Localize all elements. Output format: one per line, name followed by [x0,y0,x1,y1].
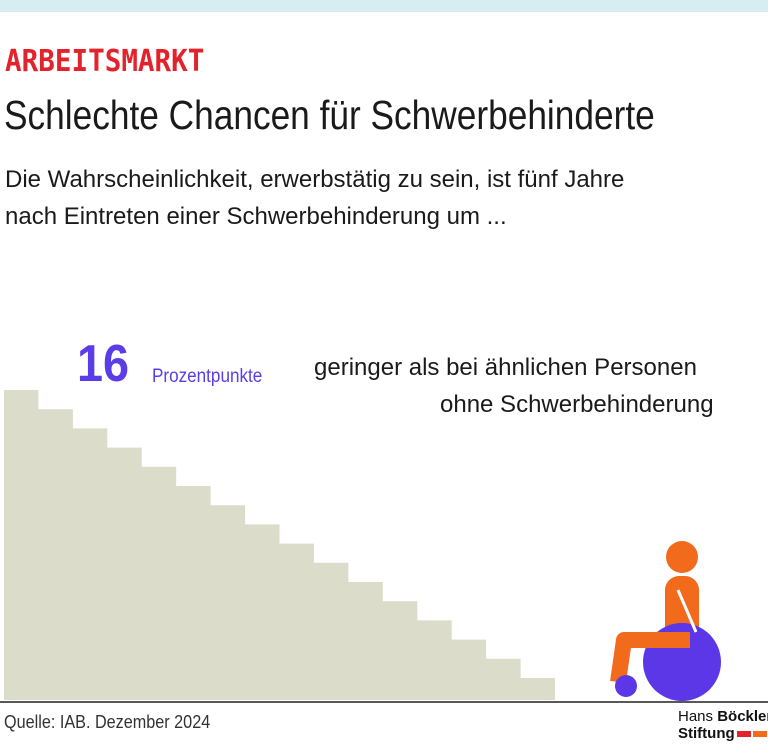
source: Quelle: IAB. Dezember 2024 [4,712,211,732]
leg [610,632,690,684]
logo-text: Hans [678,708,714,725]
small-wheel [615,675,637,697]
title: Schlechte Chancen für Schwerbehinderte [4,92,655,138]
logo: Hans Böckler Stiftung [678,708,768,742]
top-bar [0,0,768,12]
logo-bars [737,731,767,737]
subtitle-line: Die Wahrscheinlichkeit, erwerbstätig zu … [5,166,625,193]
highlight-text: geringer als bei ähnlichen Personen [314,354,697,381]
highlight-unit: Prozentpunkte [152,366,263,387]
logo-text: Stiftung [678,725,735,742]
wheelchair-figure [610,541,721,701]
logo-bar [753,731,767,737]
staircase [4,390,555,700]
highlight-value: 16 [77,335,130,393]
subtitle-line: nach Eintreten einer Schwerbehinderung u… [5,203,507,230]
logo-text: Böckler [717,708,768,725]
highlight-text: ohne Schwerbehinderung [440,391,714,418]
kicker: ARBEITSMARKT [5,44,205,79]
logo-bar [737,731,751,737]
head [666,541,698,573]
arm [676,589,698,633]
